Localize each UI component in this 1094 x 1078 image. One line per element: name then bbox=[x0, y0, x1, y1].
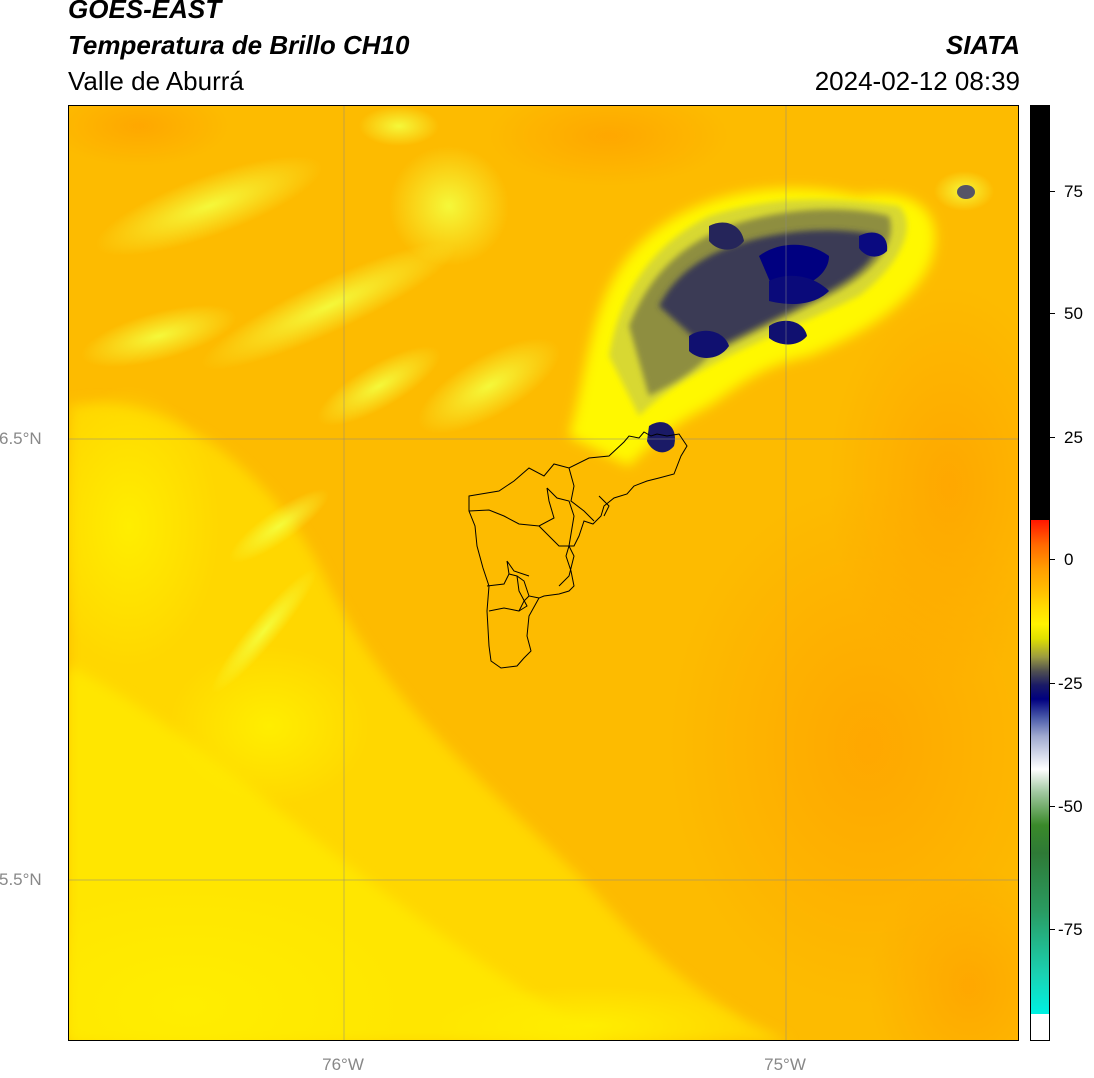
product-title: Temperatura de Brillo CH10 bbox=[68, 30, 410, 60]
map-panel bbox=[68, 105, 1019, 1041]
colorbar-label-neg50: -50 bbox=[1058, 797, 1083, 816]
latitude-label-5-5: 5.5°N bbox=[0, 870, 42, 889]
colorbar-label-75: 75 bbox=[1064, 182, 1083, 201]
colorbar-tick bbox=[1049, 929, 1055, 930]
colorbar-tick bbox=[1049, 806, 1055, 807]
municipal-boundaries bbox=[468, 431, 688, 669]
longitude-label-75w: 75°W bbox=[764, 1055, 806, 1074]
cloud-cluster bbox=[569, 185, 975, 466]
region-subtitle: Valle de Aburrá bbox=[68, 66, 244, 96]
colorbar-tick bbox=[1049, 191, 1055, 192]
map-canvas bbox=[69, 106, 1018, 1040]
agency-label: SIATA bbox=[945, 30, 1020, 60]
colorbar bbox=[1030, 105, 1050, 1041]
colorbar-tick bbox=[1049, 683, 1055, 684]
colorbar-label-neg25: -25 bbox=[1058, 674, 1083, 693]
colorbar-tick bbox=[1049, 437, 1055, 438]
satellite-title: GOES-EAST bbox=[68, 0, 222, 24]
longitude-label-76w: 76°W bbox=[322, 1055, 364, 1074]
colorbar-tick bbox=[1049, 559, 1055, 560]
colorbar-label-0: 0 bbox=[1064, 550, 1074, 569]
colorbar-label-50: 50 bbox=[1064, 304, 1083, 323]
datetime-label: 2024-02-12 08:39 bbox=[814, 66, 1020, 96]
colorbar-label-neg75: -75 bbox=[1058, 920, 1083, 939]
latitude-label-6-5: 6.5°N bbox=[0, 429, 42, 448]
colorbar-label-25: 25 bbox=[1064, 428, 1083, 447]
colorbar-tick bbox=[1049, 313, 1055, 314]
graticule bbox=[69, 106, 1018, 1040]
